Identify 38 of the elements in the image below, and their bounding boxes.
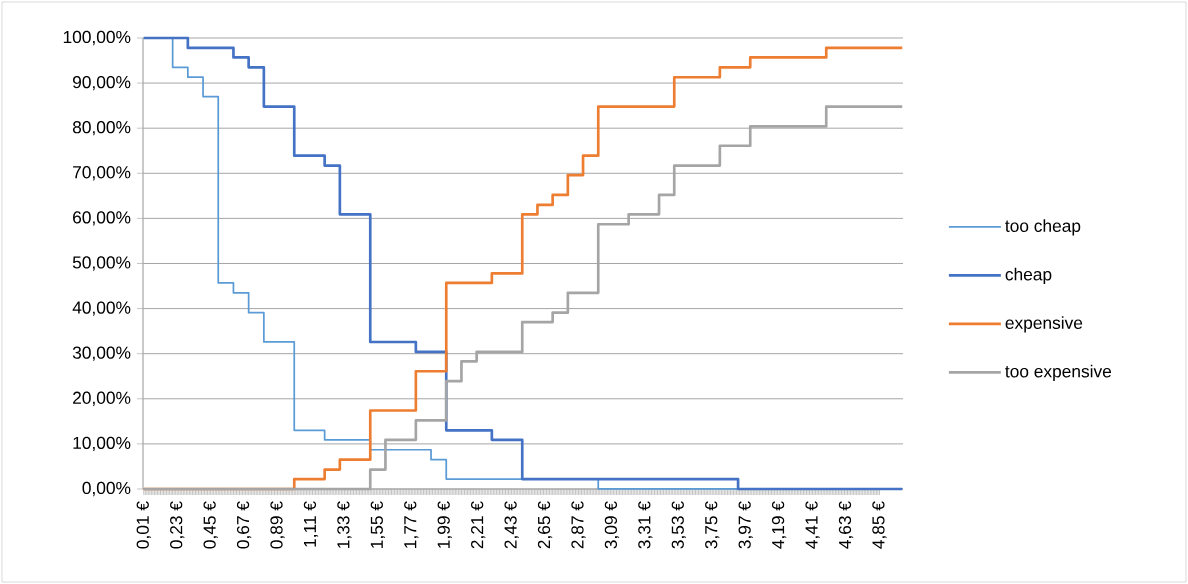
x-tick-label: 1,33 € [337,501,352,548]
y-tick-label: 60,00% [73,211,131,226]
x-tick-label: 2,21 € [471,501,486,549]
x-tick-label: 4,63 € [838,501,854,549]
legend-label: too expensive [1005,364,1112,381]
x-tick-label: 4,19 € [771,501,787,549]
y-tick-label: 70,00% [73,166,131,181]
x-tick-label: 1,11 € [303,501,319,547]
legend-label: too cheap [1005,219,1081,236]
x-tick-label: 0,23 € [170,501,185,549]
x-tick-label: 3,97 € [738,501,753,549]
x-tick-label: 2,65 € [537,501,553,549]
y-tick-label: 50,00% [72,256,131,271]
legend-label: expensive [1005,316,1083,333]
y-tick-label: 100,00% [63,30,131,46]
y-tick-label: 40,00% [72,301,131,316]
y-tick-label: 80,00% [72,121,131,136]
y-tick-label: 10,00% [73,436,131,452]
x-tick-label: 1,55 € [370,501,386,548]
x-tick-label: 0,89 € [270,501,285,549]
x-tick-label: 3,09 € [604,501,620,549]
x-tick-label: 0,45 € [203,501,218,549]
x-tick-label: 0,01 € [136,501,151,549]
x-tick-label: 1,99 € [437,501,452,548]
x-tick-label: 2,43 € [504,501,519,549]
y-tick-label: 30,00% [72,346,131,361]
y-tick-label: 90,00% [72,75,131,91]
x-tick-label: 3,75 € [705,501,720,549]
x-tick-label: 3,31 € [638,501,653,549]
x-tick-label: 4,85 € [872,501,887,549]
y-tick-label: 20,00% [73,391,131,406]
x-tick-label: 2,87 € [571,501,586,549]
x-tick-label: 3,53 € [671,501,686,549]
x-tick-label: 1,77 € [404,501,419,548]
x-tick-label: 4,41 € [805,501,820,549]
x-tick-label: 0,67 € [236,501,252,549]
legend-label: cheap [1005,267,1052,284]
y-tick-label: 0,00% [82,481,131,497]
